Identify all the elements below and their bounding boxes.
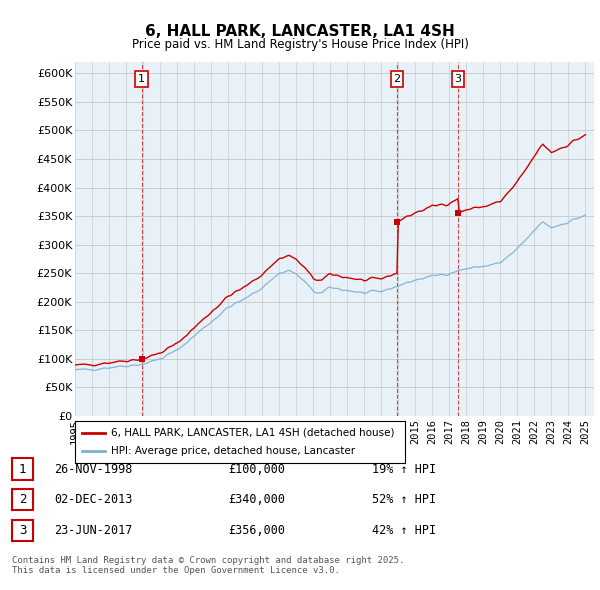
Text: 02-DEC-2013: 02-DEC-2013 bbox=[54, 493, 133, 506]
Text: 19% ↑ HPI: 19% ↑ HPI bbox=[372, 463, 436, 476]
Text: 6, HALL PARK, LANCASTER, LA1 4SH: 6, HALL PARK, LANCASTER, LA1 4SH bbox=[145, 24, 455, 38]
Text: 52% ↑ HPI: 52% ↑ HPI bbox=[372, 493, 436, 506]
Text: 3: 3 bbox=[19, 524, 26, 537]
Text: 26-NOV-1998: 26-NOV-1998 bbox=[54, 463, 133, 476]
Text: 6, HALL PARK, LANCASTER, LA1 4SH (detached house): 6, HALL PARK, LANCASTER, LA1 4SH (detach… bbox=[112, 428, 395, 438]
Text: 2: 2 bbox=[19, 493, 26, 506]
Text: £100,000: £100,000 bbox=[228, 463, 285, 476]
Text: £340,000: £340,000 bbox=[228, 493, 285, 506]
Text: 23-JUN-2017: 23-JUN-2017 bbox=[54, 524, 133, 537]
Text: £356,000: £356,000 bbox=[228, 524, 285, 537]
Text: Price paid vs. HM Land Registry's House Price Index (HPI): Price paid vs. HM Land Registry's House … bbox=[131, 38, 469, 51]
Text: 2: 2 bbox=[394, 74, 401, 84]
Text: 42% ↑ HPI: 42% ↑ HPI bbox=[372, 524, 436, 537]
Text: 1: 1 bbox=[19, 463, 26, 476]
Text: 1: 1 bbox=[138, 74, 145, 84]
Text: Contains HM Land Registry data © Crown copyright and database right 2025.
This d: Contains HM Land Registry data © Crown c… bbox=[12, 556, 404, 575]
Text: 3: 3 bbox=[454, 74, 461, 84]
Text: HPI: Average price, detached house, Lancaster: HPI: Average price, detached house, Lanc… bbox=[112, 446, 355, 456]
